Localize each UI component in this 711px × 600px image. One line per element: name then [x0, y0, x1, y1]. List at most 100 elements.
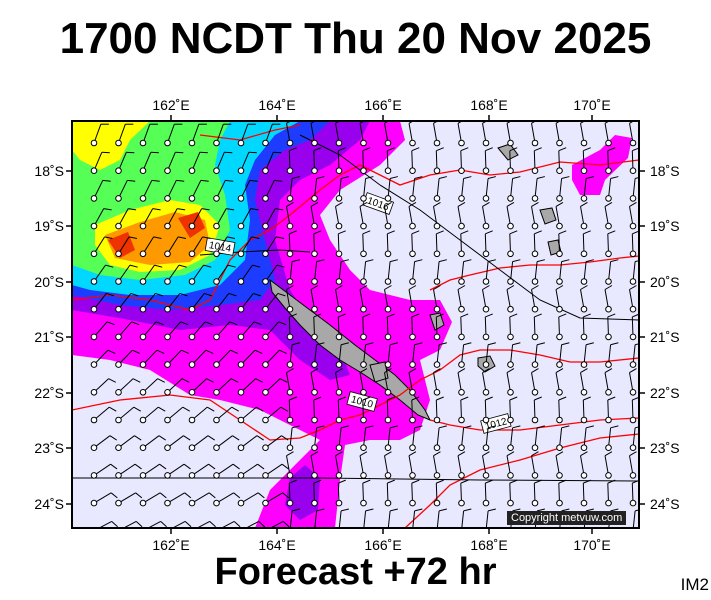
wind-barb [213, 123, 232, 147]
wind-barb [458, 259, 472, 285]
barb-shaft [632, 427, 636, 448]
barb-feather [509, 396, 518, 401]
barb-shaft [555, 372, 560, 393]
barb-station [115, 444, 122, 452]
wind-barb [90, 236, 113, 258]
barb-station [90, 139, 98, 147]
barb-shaft [608, 178, 612, 199]
barb-feather [610, 342, 619, 346]
wind-barb [531, 259, 545, 285]
barb-shaft [580, 206, 585, 227]
barb-station [164, 195, 171, 202]
wind-barb [335, 451, 343, 479]
barb-shaft [534, 261, 538, 282]
barb-station [262, 250, 269, 258]
wind-barb [605, 479, 616, 507]
barb-feather [506, 451, 515, 457]
barb-station [482, 222, 490, 230]
barb-station [115, 167, 122, 174]
barb-shaft [313, 483, 315, 504]
longitude-labels-top: 162˚E 164˚E 166˚E 168˚E 170˚E [152, 97, 610, 113]
barb-shaft [220, 520, 235, 528]
barb-feather [233, 521, 241, 528]
barb-station [507, 361, 514, 368]
barb-station [409, 167, 416, 174]
wind-barb [531, 201, 539, 230]
barb-shaft [142, 463, 160, 476]
barb-station [188, 416, 196, 424]
barb-shaft [485, 427, 489, 448]
wind-barb [580, 259, 594, 285]
barb-shaft [93, 321, 108, 338]
lon-label-bottom: 170˚E [573, 537, 610, 553]
barb-shaft [167, 435, 184, 449]
barb-station [605, 195, 612, 202]
barb-station [311, 305, 318, 313]
map-frame [71, 120, 640, 529]
barb-feather [128, 236, 138, 239]
wind-barb [213, 179, 234, 202]
barb-feather [585, 176, 594, 179]
barb-feather [313, 147, 322, 152]
wind-barb [90, 378, 116, 396]
barb-shaft [288, 399, 291, 421]
barb-feather [316, 259, 325, 263]
wind-barb [262, 435, 289, 452]
wind-barb [164, 349, 189, 368]
barb-station [605, 222, 612, 230]
barb-station [360, 250, 367, 258]
barb-shaft [363, 261, 367, 282]
barb-shaft [118, 264, 131, 282]
barb-feather [531, 285, 539, 290]
barb-shaft [337, 483, 340, 504]
barb-shaft [580, 372, 585, 393]
barb-station [433, 389, 441, 396]
wind-barb [164, 406, 190, 424]
barb-feather [487, 425, 496, 429]
barb-feather [340, 259, 349, 263]
wind-barb [384, 396, 395, 424]
wind-barb [188, 123, 207, 147]
barb-station [384, 305, 392, 313]
barb-shaft [384, 206, 389, 227]
wind-barb [604, 201, 613, 230]
wind-barb [139, 321, 164, 341]
barb-station [605, 361, 612, 368]
barb-feather [362, 479, 371, 484]
barb-feather [531, 451, 539, 457]
barb-shaft [509, 483, 511, 504]
wind-barb [139, 292, 164, 313]
isobar-red-5 [404, 433, 639, 528]
barb-feather [463, 425, 472, 429]
barb-shaft [167, 293, 181, 310]
barb-station [458, 167, 465, 174]
barb-station [115, 472, 122, 479]
barb-station [384, 361, 392, 368]
barb-shaft [310, 455, 315, 476]
barb-shaft [335, 372, 340, 393]
barb-station [360, 167, 367, 174]
wind-barb [188, 208, 210, 230]
wind-barb [237, 492, 265, 507]
barb-feather [338, 479, 346, 484]
barb-station [188, 472, 196, 479]
barb-feather [310, 285, 319, 290]
barb-feather [558, 230, 567, 235]
barb-station [482, 139, 490, 147]
barb-feather [232, 463, 240, 470]
barb-station [531, 389, 539, 396]
wind-barb [139, 123, 158, 147]
barb-station [629, 195, 637, 202]
barb-station [360, 361, 367, 368]
wind-barb [237, 292, 262, 313]
map-title: 1700 NCDT Thu 20 Nov 2025 [59, 14, 652, 63]
barb-station [580, 499, 588, 507]
barb-feather [232, 435, 240, 441]
barb-shaft [313, 316, 315, 337]
wind-barb [531, 147, 542, 174]
barb-shaft [286, 289, 291, 310]
wind-barb [482, 451, 490, 479]
barb-shaft [118, 492, 136, 504]
wind-barb [237, 208, 259, 230]
barb-feather [181, 349, 189, 354]
